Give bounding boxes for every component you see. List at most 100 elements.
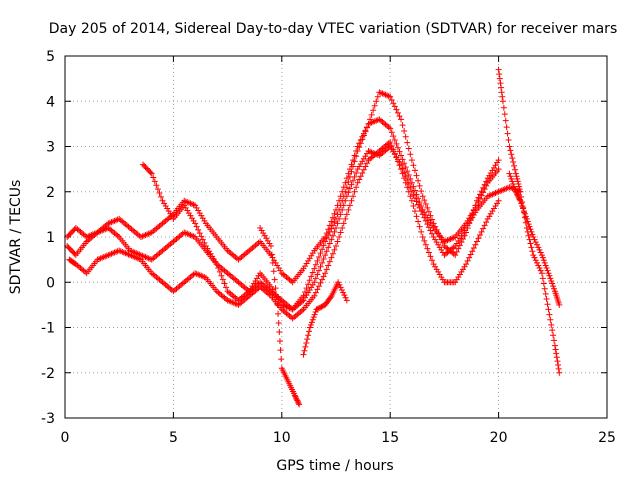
data-point	[320, 242, 327, 249]
data-point	[419, 234, 426, 240]
data-point	[399, 156, 406, 163]
data-point	[271, 276, 278, 283]
data-point	[368, 111, 375, 118]
data-point	[276, 329, 283, 336]
data-point	[354, 148, 361, 155]
data-point	[350, 177, 357, 184]
data-point	[516, 195, 523, 202]
data-point	[512, 166, 519, 173]
data-point	[326, 228, 333, 235]
data-point	[523, 215, 530, 222]
data-point	[470, 206, 477, 213]
data-point	[323, 248, 330, 255]
data-point	[543, 265, 550, 272]
data-point	[215, 265, 222, 272]
data-point	[213, 261, 220, 268]
data-point	[356, 144, 363, 151]
data-point	[334, 211, 341, 218]
data-point	[477, 232, 484, 239]
data-point	[508, 175, 515, 182]
data-point	[317, 263, 324, 270]
data-point	[351, 188, 358, 195]
data-point	[156, 190, 163, 197]
data-point	[415, 218, 422, 225]
data-point	[307, 321, 314, 328]
data-point	[473, 238, 480, 245]
data-point	[401, 175, 408, 182]
data-point	[311, 292, 318, 299]
y-tick-label: 4	[46, 94, 55, 110]
data-point	[306, 277, 313, 284]
data-point	[388, 96, 395, 103]
data-point	[552, 346, 559, 353]
data-point	[534, 259, 541, 266]
data-point	[452, 252, 459, 259]
data-point	[329, 222, 336, 229]
data-point	[322, 270, 329, 277]
data-point	[408, 179, 415, 186]
data-point	[353, 184, 360, 191]
data-point	[528, 228, 535, 235]
y-tick-label: 2	[46, 185, 55, 201]
data-point	[148, 170, 155, 177]
data-point	[472, 241, 479, 248]
x-tick-label: 5	[169, 430, 178, 446]
data-point	[391, 103, 398, 110]
data-point	[295, 400, 302, 407]
x-tick-label: 20	[490, 430, 508, 446]
y-tick-label: 3	[46, 140, 55, 156]
series-track-c	[66, 138, 502, 322]
data-point	[390, 133, 397, 140]
data-point	[424, 221, 431, 228]
data-point	[535, 262, 542, 269]
data-point	[335, 279, 342, 286]
data-point	[325, 244, 332, 251]
data-point	[415, 177, 422, 184]
data-point	[506, 170, 513, 177]
data-point	[387, 125, 394, 132]
y-tick-label: -3	[41, 411, 55, 427]
data-point	[154, 186, 161, 193]
data-point	[150, 174, 157, 181]
data-point	[333, 243, 339, 250]
data-point	[387, 138, 394, 145]
data-point	[315, 283, 322, 290]
data-point	[554, 358, 561, 365]
data-point	[422, 241, 429, 248]
data-point	[275, 319, 282, 326]
data-point	[350, 193, 357, 200]
data-point	[453, 248, 460, 255]
data-point	[544, 267, 551, 274]
data-point	[512, 186, 519, 193]
data-point	[294, 397, 301, 404]
data-point	[308, 273, 315, 280]
data-point	[221, 280, 228, 287]
data-point	[327, 294, 334, 301]
data-point	[555, 361, 562, 368]
data-point	[504, 130, 511, 137]
data-point	[301, 347, 308, 354]
data-point	[546, 311, 553, 318]
data-point	[556, 301, 563, 308]
data-point	[390, 146, 397, 153]
data-point	[293, 396, 300, 403]
data-point	[401, 160, 408, 167]
data-point	[467, 215, 474, 222]
data-point	[363, 160, 370, 167]
data-point	[416, 199, 423, 206]
data-point	[336, 206, 343, 213]
data-point	[350, 157, 357, 164]
series-track-f	[300, 279, 350, 358]
data-point	[343, 184, 350, 191]
data-point	[322, 252, 329, 259]
plot-frame	[64, 55, 608, 419]
data-point	[336, 234, 343, 240]
data-point	[548, 321, 555, 328]
data-point	[338, 287, 345, 294]
x-tick-labels: 0 5 10 15 20 25	[61, 430, 616, 446]
data-point	[415, 195, 422, 202]
data-point	[410, 162, 417, 169]
data-point	[314, 271, 321, 278]
data-point	[469, 211, 476, 218]
data-point	[346, 202, 353, 209]
